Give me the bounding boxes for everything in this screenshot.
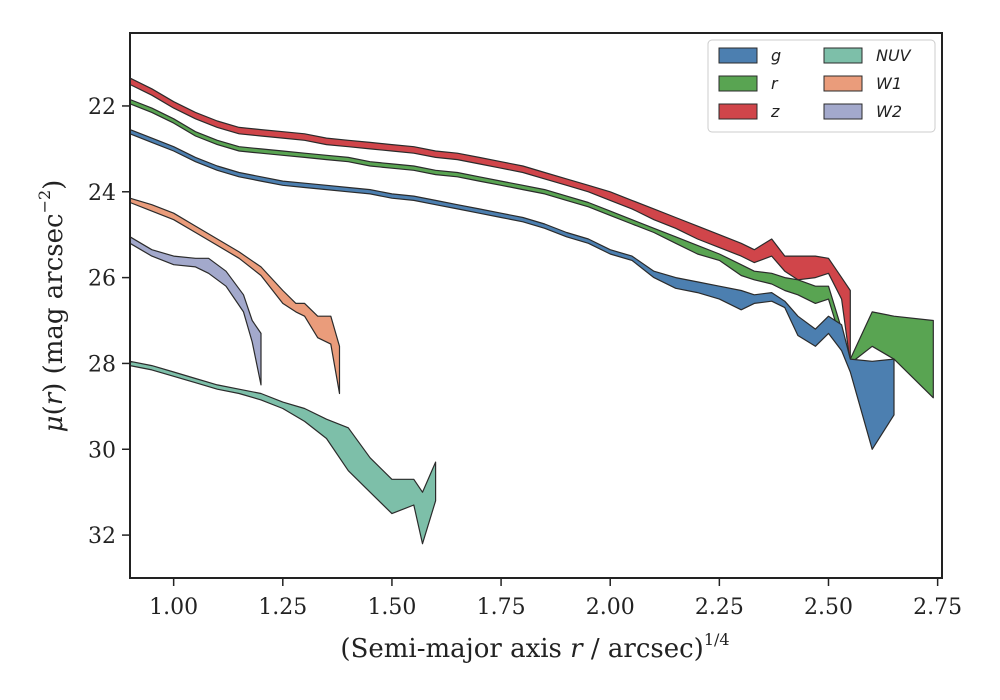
legend-label-w1: W1: [876, 74, 902, 93]
y-tick-label: 26: [88, 267, 116, 292]
x-tick-label: 1.25: [258, 595, 307, 620]
legend-label-r: r: [771, 74, 779, 93]
x-axis-title: (Semi-major axis r / arcsec)1/4: [340, 630, 729, 664]
band-r: [129, 98, 934, 399]
legend-swatch-z: [718, 103, 758, 120]
legend-swatch-r: [718, 75, 758, 92]
x-tick-label: 1.00: [149, 595, 198, 620]
y-tick-label: 22: [88, 95, 116, 120]
x-tick-label: 2.25: [695, 595, 744, 620]
legend-swatch-g: [718, 47, 758, 64]
x-tick-label: 1.75: [477, 595, 526, 620]
y-axis-title: μ(r) (mag arcsec−2): [35, 180, 69, 433]
y-tick-label: 24: [88, 181, 116, 206]
y-tick-label: 28: [88, 352, 116, 377]
legend-label-w2: W2: [876, 102, 902, 121]
plot-frame: [129, 32, 943, 579]
x-tick-label: 2.50: [804, 595, 853, 620]
legend-swatch-nuv: [823, 47, 863, 64]
band-w1: [129, 197, 341, 395]
band-g: [129, 129, 895, 450]
y-tick-label: 30: [88, 438, 116, 463]
y-tick-label: 32: [88, 524, 116, 549]
x-tick-label: 1.50: [367, 595, 416, 620]
legend-label-z: z: [770, 102, 780, 121]
band-nuv: [129, 360, 437, 545]
band-w2: [129, 236, 262, 386]
legend-box: [707, 39, 936, 133]
legend-label-nuv: NUV: [876, 46, 912, 65]
y-axis: 22 24 26 28 30 32: [88, 95, 130, 549]
band-layer: [129, 77, 934, 545]
x-tick-label: 2.00: [586, 595, 635, 620]
x-tick-label: 2.75: [913, 595, 962, 620]
legend-swatch-w2: [823, 103, 863, 120]
legend-swatch-w1: [823, 75, 863, 92]
legend: grz NUV W1 W2: [707, 39, 936, 133]
x-axis: 1.00 1.25 1.50 1.75 2.00 2.25 2.50 2.75: [149, 578, 962, 620]
legend-label-g: g: [771, 46, 781, 65]
